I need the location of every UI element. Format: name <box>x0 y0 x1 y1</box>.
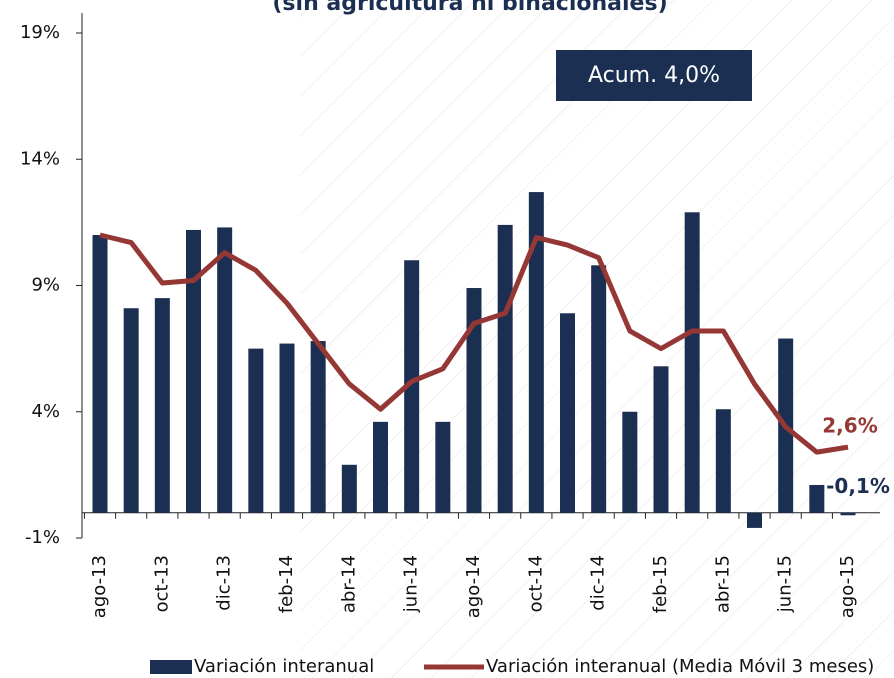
x-tick-label: oct-14 <box>525 555 546 612</box>
x-tick-label: jun-14 <box>401 555 422 613</box>
bar <box>653 366 669 513</box>
annotation: Acum. 4,0% <box>588 63 720 88</box>
legend-label: Variación interanual (Media Móvil 3 mese… <box>486 656 874 677</box>
bar <box>840 512 856 516</box>
bar <box>809 484 825 513</box>
y-tick-label: -1% <box>25 527 60 548</box>
legend-label: Variación interanual <box>194 656 374 677</box>
x-tick-label: feb-15 <box>650 555 671 613</box>
bar <box>123 308 139 513</box>
annotation-box <box>556 50 752 101</box>
bar <box>341 464 357 513</box>
bar <box>154 298 170 513</box>
bar <box>186 229 201 513</box>
bar <box>684 212 700 513</box>
x-tick-label: oct-13 <box>151 555 172 612</box>
x-tick-label: ago-15 <box>837 555 858 618</box>
bar <box>217 227 233 513</box>
y-tick-label: 19% <box>20 22 60 43</box>
bar <box>248 348 264 513</box>
data-label: -0,1% <box>826 474 890 498</box>
bar <box>373 421 388 513</box>
bar <box>310 341 326 513</box>
bar <box>528 192 544 513</box>
x-tick-label: dic-13 <box>214 555 235 611</box>
x-tick-label: ago-13 <box>89 555 110 618</box>
bar <box>435 421 451 513</box>
chart-title: (sin agricultura ni binacionales) <box>272 0 667 16</box>
x-tick-label: dic-14 <box>588 555 609 611</box>
data-label: 2,6% <box>822 414 877 438</box>
bar <box>622 411 638 513</box>
x-tick-label: abr-15 <box>712 555 733 613</box>
x-tick-label: feb-14 <box>276 555 297 613</box>
bar <box>404 260 420 513</box>
bar <box>591 265 607 513</box>
x-tick-label: jun-15 <box>775 555 796 613</box>
bar <box>747 512 762 528</box>
bar <box>497 224 513 513</box>
y-tick-label: 4% <box>31 401 60 422</box>
bar <box>560 313 575 513</box>
line <box>99 232 849 455</box>
legend-swatch <box>150 660 192 674</box>
x-tick-label: abr-14 <box>338 555 359 613</box>
y-tick-label: 14% <box>20 148 60 169</box>
x-tick-label: ago-14 <box>463 555 484 618</box>
y-tick-label: 9% <box>31 275 60 296</box>
bar <box>92 235 108 513</box>
bar <box>279 343 295 513</box>
bar <box>466 288 482 513</box>
bar <box>715 409 731 513</box>
